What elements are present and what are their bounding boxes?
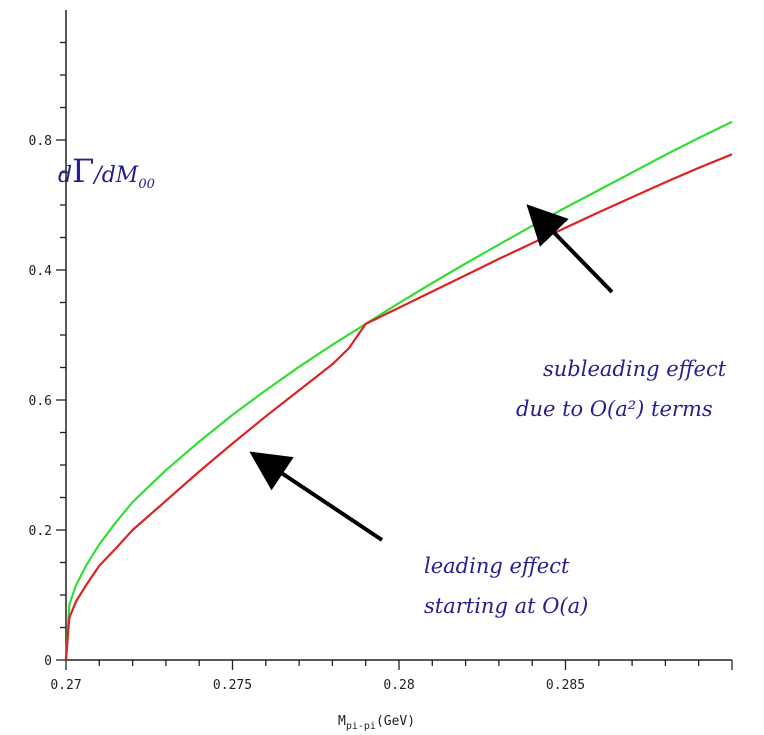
x-tick-label: 0.27 [50, 678, 81, 693]
x-tick-label: 0.28 [383, 678, 414, 693]
y-tick-label: 0.2 [29, 524, 52, 539]
series-line-green [64, 120, 733, 661]
arrow-subleading [526, 204, 614, 294]
arrow-leading [249, 451, 384, 542]
x-ticks: 0.27 0.275 0.28 0.285 [50, 660, 733, 693]
series-line-red [64, 153, 733, 661]
y-tick-label: 0.4 [29, 264, 53, 279]
annotation-subleading-line-1: subleading effect [543, 357, 727, 381]
x-axis-label: Mpi-pi(GeV) [338, 714, 415, 732]
annotation-leading: leading effect starting at O(a) [249, 451, 588, 618]
series-group [64, 120, 733, 661]
annotation-leading-line-1: leading effect [424, 554, 570, 578]
y-tick-label: 0.8 [29, 134, 52, 149]
x-tick-label: 0.285 [546, 678, 585, 693]
annotation-subleading: subleading effect due to O(a²) terms [516, 204, 727, 421]
annotation-leading-line-2: starting at O(a) [424, 594, 588, 618]
annotation-subleading-line-2: due to O(a²) terms [516, 397, 713, 421]
axes [65, 10, 732, 661]
y-ticks: 0 0.2 0.6 0.4 0.8 [29, 41, 66, 669]
y-tick-label: 0.6 [29, 394, 52, 409]
x-tick-label: 0.275 [213, 678, 252, 693]
y-axis-label: dΓ/dM00 [58, 152, 155, 192]
y-tick-label: 0 [44, 654, 52, 669]
